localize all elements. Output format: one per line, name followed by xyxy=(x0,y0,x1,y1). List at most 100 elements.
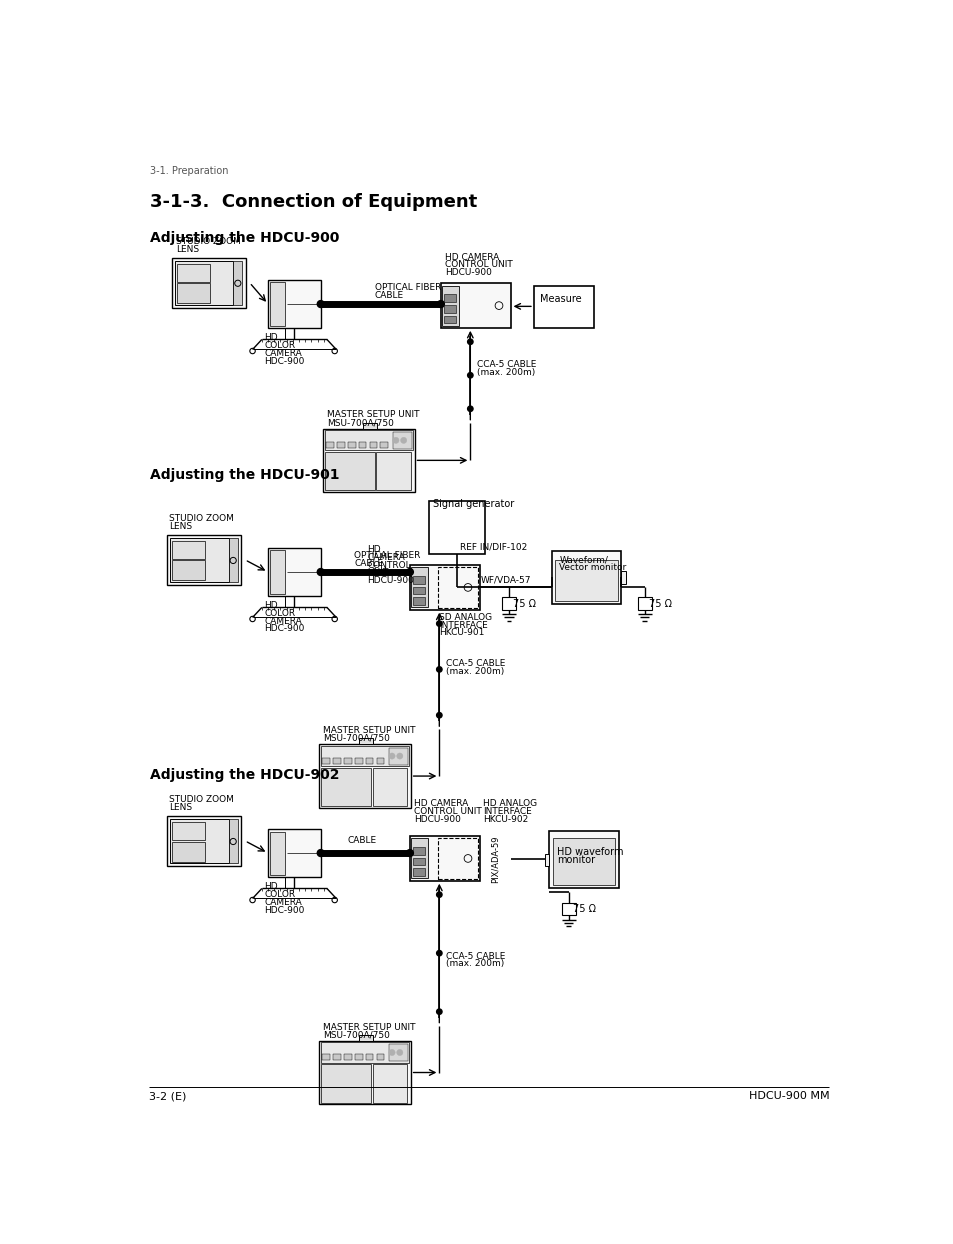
Bar xyxy=(437,566,477,608)
Bar xyxy=(322,1054,330,1060)
Text: 3-2 (E): 3-2 (E) xyxy=(149,1091,186,1101)
Bar xyxy=(534,286,594,328)
Circle shape xyxy=(467,340,473,345)
Text: HD: HD xyxy=(264,333,277,342)
Bar xyxy=(413,857,425,866)
Text: Adjusting the HDCU-902: Adjusting the HDCU-902 xyxy=(150,769,339,782)
Bar xyxy=(413,847,425,855)
Bar xyxy=(389,1044,408,1061)
Text: HD: HD xyxy=(264,601,277,611)
Bar xyxy=(172,561,205,581)
Text: COLOR: COLOR xyxy=(264,610,295,618)
Bar xyxy=(348,442,355,448)
Bar xyxy=(319,744,410,807)
Bar xyxy=(553,838,615,884)
Circle shape xyxy=(406,569,413,576)
Bar xyxy=(443,316,456,323)
Bar xyxy=(172,822,205,840)
Bar xyxy=(233,261,242,305)
Text: COLOR: COLOR xyxy=(264,891,295,899)
Text: CAMERA: CAMERA xyxy=(367,552,405,562)
Circle shape xyxy=(467,373,473,378)
Circle shape xyxy=(317,301,324,307)
Bar xyxy=(172,541,205,559)
Bar xyxy=(268,830,320,877)
Bar xyxy=(365,758,373,764)
Bar xyxy=(355,758,362,764)
Text: HD: HD xyxy=(264,882,277,892)
Text: COLOR: COLOR xyxy=(264,341,295,350)
Circle shape xyxy=(400,437,406,443)
Text: STUDIO ZOOM: STUDIO ZOOM xyxy=(175,238,240,246)
Text: LENS: LENS xyxy=(175,245,199,254)
Text: Vector monitor: Vector monitor xyxy=(558,562,626,572)
Circle shape xyxy=(436,713,441,718)
Bar xyxy=(323,429,415,491)
Circle shape xyxy=(436,621,441,626)
Text: HD: HD xyxy=(367,545,380,554)
Text: HD waveform: HD waveform xyxy=(557,847,623,857)
Bar xyxy=(380,442,388,448)
Text: MASTER SETUP UNIT: MASTER SETUP UNIT xyxy=(323,1023,416,1031)
Bar xyxy=(320,1042,409,1062)
Text: STUDIO ZOOM: STUDIO ZOOM xyxy=(169,795,233,805)
Circle shape xyxy=(436,892,441,897)
Text: UNIT: UNIT xyxy=(367,569,388,577)
Text: HDC-900: HDC-900 xyxy=(264,624,304,633)
Text: HDCU-900 MM: HDCU-900 MM xyxy=(748,1091,828,1101)
Bar xyxy=(376,452,411,490)
Text: 75 Ω: 75 Ω xyxy=(572,904,595,914)
Bar xyxy=(167,535,241,585)
Text: HDC-900: HDC-900 xyxy=(264,906,304,914)
Text: HD ANALOG: HD ANALOG xyxy=(483,800,537,809)
Bar xyxy=(443,294,456,302)
Circle shape xyxy=(393,437,398,443)
Bar xyxy=(229,539,237,582)
Text: 75 Ω: 75 Ω xyxy=(513,598,536,608)
Text: INTERFACE: INTERFACE xyxy=(483,807,532,816)
Bar xyxy=(171,539,229,582)
Circle shape xyxy=(396,1050,402,1056)
Text: STUDIO ZOOM: STUDIO ZOOM xyxy=(169,514,233,524)
Bar xyxy=(268,280,320,328)
Bar xyxy=(344,1054,352,1060)
Bar xyxy=(322,758,330,764)
Text: CCA-5 CABLE: CCA-5 CABLE xyxy=(476,361,536,369)
Bar xyxy=(442,286,459,326)
Text: CABLE: CABLE xyxy=(375,291,404,300)
Circle shape xyxy=(317,850,324,857)
Bar xyxy=(365,1054,373,1060)
Text: HKCU-902: HKCU-902 xyxy=(483,815,528,824)
Text: Adjusting the HDCU-901: Adjusting the HDCU-901 xyxy=(150,468,339,481)
Bar xyxy=(551,551,620,603)
Bar xyxy=(637,597,651,610)
Text: MSU-700A/750: MSU-700A/750 xyxy=(323,734,390,743)
Bar xyxy=(501,597,516,610)
Circle shape xyxy=(317,569,324,576)
Text: LENS: LENS xyxy=(169,804,192,812)
Circle shape xyxy=(436,1009,441,1014)
Text: HDCU-900: HDCU-900 xyxy=(367,576,414,585)
Bar xyxy=(413,597,425,605)
Text: INTERFACE: INTERFACE xyxy=(439,621,488,629)
Bar xyxy=(270,550,285,593)
Text: monitor: monitor xyxy=(557,855,595,865)
Text: (max. 200m): (max. 200m) xyxy=(445,959,503,968)
Text: MSU-700A/750: MSU-700A/750 xyxy=(327,418,394,427)
Text: CONTROL: CONTROL xyxy=(367,561,411,570)
Bar xyxy=(410,836,479,881)
Text: CONTROL UNIT: CONTROL UNIT xyxy=(414,807,481,816)
Text: LENS: LENS xyxy=(169,522,192,531)
Bar xyxy=(437,837,477,880)
Text: MASTER SETUP UNIT: MASTER SETUP UNIT xyxy=(327,411,419,419)
Bar xyxy=(268,549,320,596)
Text: CCA-5 CABLE: CCA-5 CABLE xyxy=(445,952,504,960)
Bar xyxy=(333,1054,340,1060)
Bar xyxy=(376,1054,384,1060)
Bar xyxy=(336,442,344,448)
Text: WF/VDA-57: WF/VDA-57 xyxy=(480,576,531,585)
Text: HKCU-901: HKCU-901 xyxy=(439,628,484,637)
Text: HDCU-900: HDCU-900 xyxy=(444,267,491,277)
Text: Waveform/: Waveform/ xyxy=(558,555,608,565)
Text: CAMERA: CAMERA xyxy=(264,617,301,626)
